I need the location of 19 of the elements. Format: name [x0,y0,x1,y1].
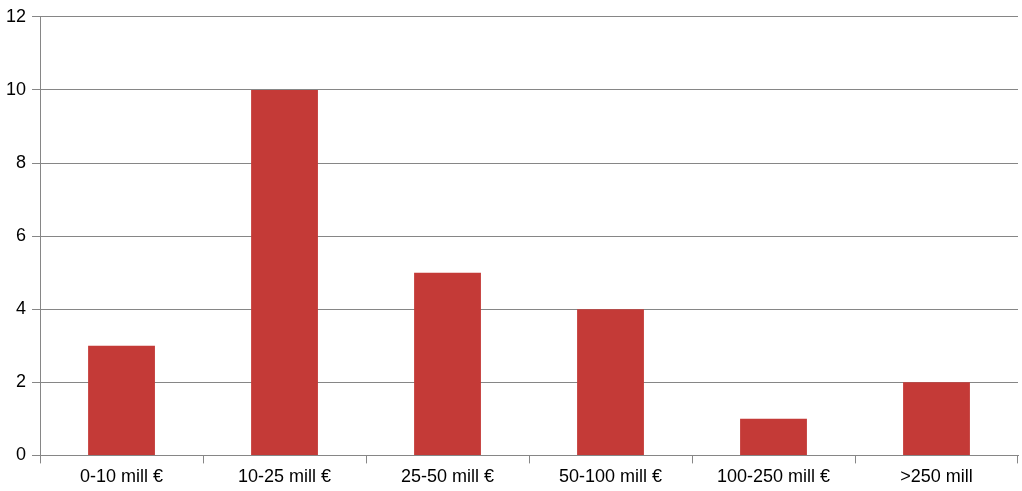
bar [903,382,970,455]
y-tick-label: 2 [16,371,27,392]
y-tick-label: 4 [16,298,27,319]
y-tick-label: 8 [16,151,27,172]
y-tick-label: 10 [5,78,27,99]
x-tick-label: 10-25 mill € [237,466,332,487]
x-tick-label: 25-50 mill € [400,466,495,487]
y-tick-label: 6 [16,225,27,246]
x-tick-label: 50-100 mill € [558,466,663,487]
bar [88,345,155,455]
bar [577,309,644,455]
y-tick-label: 0 [16,444,27,465]
y-tick-label: 12 [5,5,27,26]
x-tick-label: 0-10 mill € [80,466,164,487]
x-tick-label: >250 mill [900,466,973,487]
bar [251,89,318,455]
x-tick-label: 100-250 mill € [716,466,831,487]
bar [740,418,807,455]
bar [414,272,481,455]
